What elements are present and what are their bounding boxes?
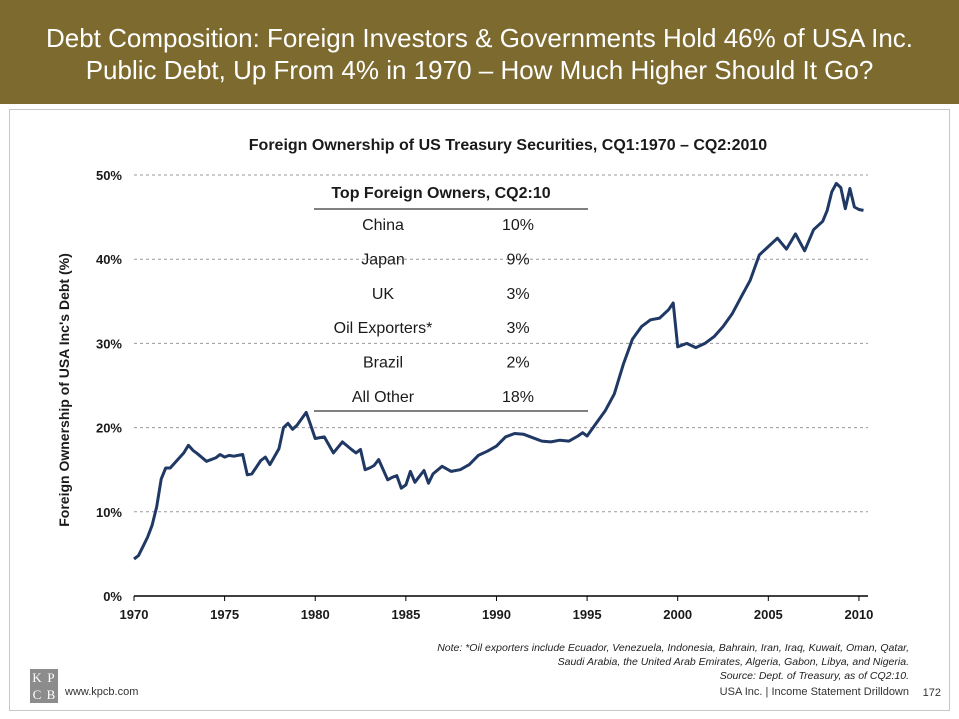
slide-header: Debt Composition: Foreign Investors & Go…: [0, 0, 959, 104]
note-line-2: Saudi Arabia, the United Arab Emirates, …: [557, 656, 909, 668]
table-title: Top Foreign Owners, CQ2:10: [331, 185, 550, 202]
note-line-1: Note: *Oil exporters include Ecuador, Ve…: [437, 642, 909, 654]
logo-letter: C: [32, 687, 42, 702]
logo-letter: K: [32, 670, 42, 685]
table-owner-name: Brazil: [363, 355, 403, 372]
y-tick-label: 50%: [96, 168, 122, 183]
y-tick-label: 40%: [96, 252, 122, 267]
source-line: Source: Dept. of Treasury, as of CQ2:10.: [719, 670, 909, 682]
website-link[interactable]: www.kpcb.com: [65, 686, 139, 698]
y-axis-label: Foreign Ownership of USA Inc's Debt (%): [56, 253, 72, 527]
table-owner-name: Oil Exporters*: [334, 320, 433, 337]
chart-title: Foreign Ownership of US Treasury Securit…: [249, 137, 768, 154]
kpcb-logo: K P C B: [30, 669, 58, 703]
y-tick-label: 10%: [96, 505, 122, 520]
table-owner-share: 3%: [506, 320, 529, 337]
series-line-foreign-ownership: [133, 181, 864, 561]
x-tick-label: 1980: [301, 607, 330, 622]
slide-title-line-1: Debt Composition: Foreign Investors & Go…: [45, 23, 914, 53]
table-owner-name: All Other: [352, 389, 415, 406]
y-tick-label: 0%: [103, 589, 122, 604]
page-number: 172: [922, 687, 941, 699]
table-owner-name: Japan: [361, 251, 405, 268]
x-tick-label: 2000: [663, 607, 692, 622]
table-owner-share: 10%: [502, 217, 534, 234]
y-tick-label: 30%: [96, 336, 122, 351]
x-tick-label: 1975: [210, 607, 239, 622]
axis-ticks: 0% 10% 20% 30% 40% 50% 1970 1975 1980 1985 1990 199…: [96, 168, 873, 622]
table-owner-share: 3%: [506, 286, 529, 303]
footer-section-label: USA Inc. | Income Statement Drilldown: [719, 686, 909, 698]
x-tick-label: 1970: [120, 607, 149, 622]
slide-title-line-2: Public Debt, Up From 4% in 1970 – How Mu…: [85, 55, 874, 85]
logo-letter: B: [46, 687, 56, 702]
table-owner-share: 9%: [506, 251, 529, 268]
x-tick-label: 2005: [754, 607, 783, 622]
table-owner-name: UK: [372, 286, 395, 303]
x-tick-label: 2010: [844, 607, 873, 622]
chart-panel: [9, 109, 950, 711]
logo-letter: P: [47, 670, 55, 685]
x-tick-label: 1995: [573, 607, 602, 622]
x-tick-label: 1985: [391, 607, 420, 622]
x-tick-label: 1990: [482, 607, 511, 622]
table-owner-share: 2%: [506, 355, 529, 372]
top-owners-table: Top Foreign Owners, CQ2:10 China 10% Japan…: [314, 185, 588, 412]
y-tick-label: 20%: [96, 421, 122, 436]
gridlines: [134, 174, 868, 513]
table-owner-share: 18%: [502, 389, 534, 406]
table-rows: China 10% Japan 9% UK 3% Oil Exporters* 3% Brazi…: [334, 217, 534, 406]
table-owner-name: China: [362, 217, 404, 234]
